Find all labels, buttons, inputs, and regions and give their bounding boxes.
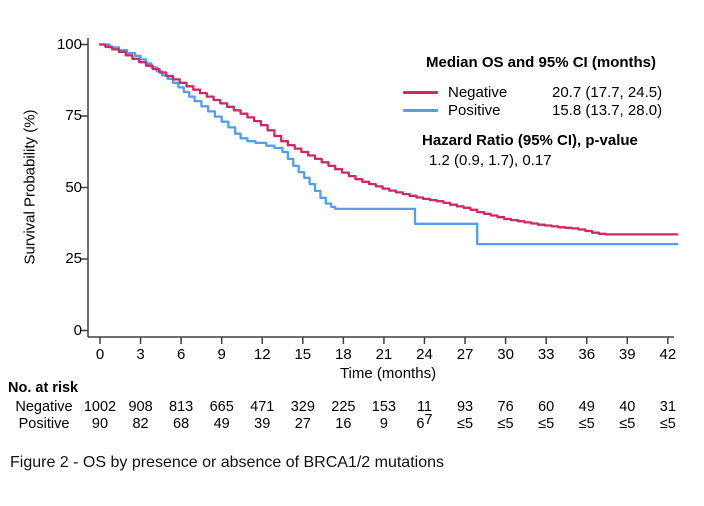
risk-count-positive-m24: 67 xyxy=(416,412,433,432)
risk-count-negative-m33: 60 xyxy=(538,399,555,415)
negative-line-swatch-icon xyxy=(403,91,438,94)
legend-title: Median OS and 95% CI (months) xyxy=(426,54,657,71)
risk-count-positive-m0: 90 xyxy=(91,416,109,432)
x-tick-label: 21 xyxy=(375,346,393,363)
y-tick-label: 100 xyxy=(56,35,82,53)
x-tick-label: 15 xyxy=(294,346,312,363)
y-tick-label: 50 xyxy=(65,178,82,196)
risk-table-title: No. at risk xyxy=(8,380,79,396)
hazard-ratio-value: 1.2 (0.9, 1.7), 0.17 xyxy=(429,152,552,169)
negative-survival-curve xyxy=(98,43,679,236)
y-tick-label: 75 xyxy=(65,107,82,124)
risk-count-positive-m33: ≤5 xyxy=(538,416,555,432)
risk-count-positive-m36: ≤5 xyxy=(578,416,595,432)
risk-count-negative-m42: 31 xyxy=(659,399,676,415)
y-axis-title: Survival Probability (%) xyxy=(21,109,39,265)
legend-value-positive: 15.8 (13.7, 28.0) xyxy=(552,102,663,119)
x-tick-label: 27 xyxy=(456,346,474,363)
risk-count-negative-m18: 225 xyxy=(331,399,356,415)
risk-row-label-positive: Positive xyxy=(18,416,70,432)
x-tick-label: 0 xyxy=(95,346,105,363)
x-tick-label: 9 xyxy=(217,346,226,363)
risk-count-positive-m12: 39 xyxy=(254,416,271,432)
x-tick-label: 18 xyxy=(335,346,352,363)
figure-caption: Figure 2 - OS by presence or absence of … xyxy=(10,454,444,471)
x-tick-label: 36 xyxy=(578,346,596,363)
risk-count-positive-m3: 82 xyxy=(132,416,149,432)
x-tick-label: 24 xyxy=(416,346,433,363)
risk-count-positive-m21: 9 xyxy=(379,416,388,432)
risk-count-positive-m39: ≤5 xyxy=(619,416,636,432)
risk-count-negative-m3: 908 xyxy=(128,399,153,415)
risk-row-label-negative: Negative xyxy=(15,399,73,415)
risk-count-negative-m15: 329 xyxy=(290,399,315,415)
risk-count-negative-m21: 153 xyxy=(371,399,396,415)
x-tick-label: 33 xyxy=(537,346,555,363)
risk-count-positive-m42: ≤5 xyxy=(659,416,676,432)
hazard-ratio-title: Hazard Ratio (95% CI), p-value xyxy=(422,132,638,149)
risk-count-negative-m27: 93 xyxy=(456,399,474,415)
x-axis-title: Time (months) xyxy=(339,365,437,382)
risk-count-positive-m18: 16 xyxy=(335,416,352,432)
risk-count-negative-m39: 40 xyxy=(619,399,636,415)
risk-count-positive-m6: 68 xyxy=(173,416,190,432)
x-tick-label: 12 xyxy=(253,346,271,363)
risk-count-negative-m12: 471 xyxy=(250,399,275,415)
y-tick-label: 0 xyxy=(73,321,82,339)
risk-count-negative-m24: 11 xyxy=(416,399,432,415)
legend-value-negative: 20.7 (17.7, 24.5) xyxy=(552,84,663,101)
risk-count-positive-m9: 49 xyxy=(213,416,230,432)
x-tick-label: 6 xyxy=(176,346,186,363)
positive-line-swatch-icon xyxy=(403,109,438,112)
x-tick-label: 39 xyxy=(618,346,636,363)
risk-count-negative-m9: 665 xyxy=(209,399,234,415)
risk-count-positive-m15: 27 xyxy=(294,416,311,432)
x-tick-label: 42 xyxy=(659,346,677,363)
x-tick-label: 3 xyxy=(136,346,145,363)
x-tick-label: 30 xyxy=(497,346,514,363)
risk-count-positive-m30: ≤5 xyxy=(497,416,514,432)
risk-count-positive-m27: ≤5 xyxy=(457,416,474,432)
risk-count-negative-m0: 1002 xyxy=(83,399,117,415)
legend-label-negative: Negative xyxy=(448,84,508,101)
risk-count-negative-m30: 76 xyxy=(497,399,514,415)
risk-count-negative-m36: 49 xyxy=(578,399,595,415)
y-tick-label: 25 xyxy=(65,250,82,267)
risk-count-negative-m6: 813 xyxy=(169,399,194,415)
legend-label-positive: Positive xyxy=(448,102,501,119)
positive-survival-curve xyxy=(98,43,679,246)
